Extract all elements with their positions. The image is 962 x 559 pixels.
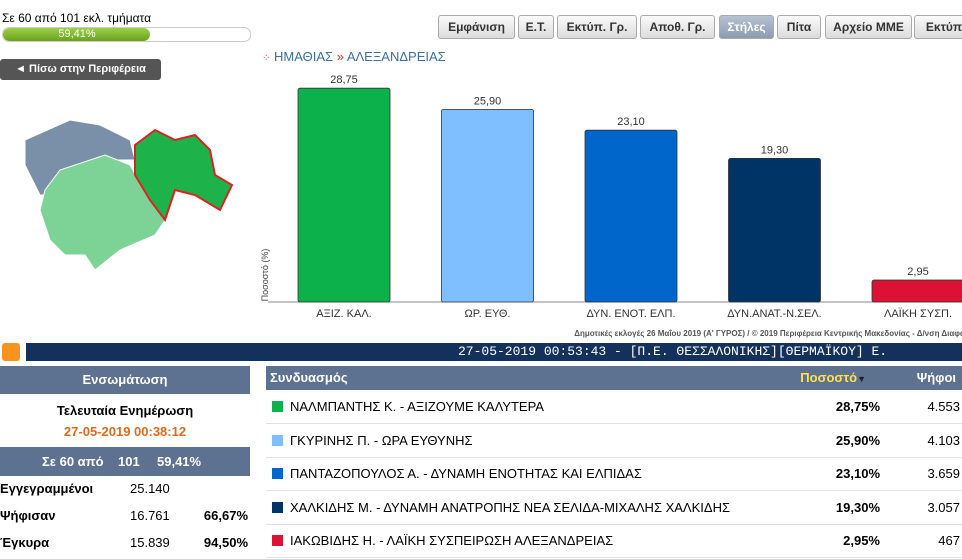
value-label: 25,90 <box>474 95 502 107</box>
breadcrumb-separator: » <box>336 49 344 64</box>
back-button[interactable]: ◄ Πίσω στην Περιφέρεια <box>0 59 161 80</box>
breadcrumb: ⁘ ΗΜΑΘΙΑΣ » ΑΛΕΞΑΝΔΡΕΙΑΣ <box>262 49 446 64</box>
table-row[interactable]: ΓΚΥΡΙΝΗΣ Π. - ΩΡΑ ΕΥΘΥΝΗΣ 25,90% 4.103 <box>266 424 962 458</box>
bar[interactable] <box>871 279 962 303</box>
percent: 28,75% <box>835 399 880 414</box>
value-label: 28,75 <box>330 74 358 86</box>
votes: 4.103 <box>927 432 960 448</box>
toolbar-button[interactable]: Εκτύπ <box>914 15 962 39</box>
party-name: ΙΑΚΩΒΙΔΗΣ Η. - ΛΑΪΚΗ ΣΥΣΠΕΙΡΩΣΗ ΑΛΕΞΑΝΔΡ… <box>290 533 614 548</box>
value-label: 2,95 <box>907 266 928 278</box>
x-tick-label: ΛΑΪΚΗ ΣΥΣΠ. <box>884 308 952 320</box>
party-name: ΧΑΛΚΙΔΗΣ Μ. - ΔΥΝΑΜΗ ΑΝΑΤΡΟΠΗΣ ΝΕΑ ΣΕΛΙΔ… <box>290 499 731 515</box>
party-name: ΓΚΥΡΙΝΗΣ Π. - ΩΡΑ ΕΥΘΥΝΗΣ <box>290 432 473 448</box>
bar[interactable] <box>584 129 678 303</box>
map <box>24 119 234 271</box>
color-swatch <box>272 535 283 546</box>
stat-label: Έγκυρα <box>0 535 50 550</box>
chart: Ποσοστό (%) Δημοτικές εκλογές 26 Μαΐου 2… <box>260 74 962 338</box>
toolbar-button[interactable]: Αποθ. Γρ. <box>640 15 715 39</box>
bar[interactable] <box>728 158 821 303</box>
summary: Σε 60 από 101 59,41% <box>0 447 250 476</box>
party-name: ΝΑΛΜΠΑΝΤΗΣ Κ. - ΑΞΙΖΟΥΜΕ ΚΑΛΥΤΕΡΑ <box>290 399 544 414</box>
summary-text: Σε 60 από <box>42 454 104 469</box>
table-header: Συνδυασμός Ποσοστό▼ Ψήφοι <box>266 366 962 390</box>
x-tick-label: ΑΞΙΖ. ΚΑΛ. <box>316 308 371 320</box>
breadcrumb-region[interactable]: ΗΜΑΘΙΑΣ <box>274 49 334 64</box>
update-time: 27-05-2019 00:38:12 <box>63 424 187 439</box>
table-row[interactable]: ΠΑΝΤΑΖΟΠΟΥΛΟΣ Α. - ΔΥΝΑΜΗ ΕΝΟΤΗΤΑΣ ΚΑΙ Ε… <box>266 457 962 491</box>
votes: 4.553 <box>927 399 960 414</box>
sort-arrow: ▼ <box>857 374 866 384</box>
breadcrumb-municipality: ΑΛΕΞΑΝΔΡΕΙΑΣ <box>346 49 446 64</box>
stat-label: Εγγεγραμμένοι <box>0 481 94 496</box>
summary-total: 101 <box>118 454 140 469</box>
color-swatch <box>272 468 283 479</box>
toolbar-button[interactable]: Αρχείο ΜΜΕ <box>825 15 912 39</box>
color-swatch <box>272 501 283 513</box>
col-header-sorted[interactable]: Ποσοστό▼ <box>800 366 866 391</box>
col-header[interactable]: Ποσοστό <box>800 370 858 385</box>
toolbar-button[interactable]: Ε.Τ. <box>518 15 554 39</box>
table-row[interactable]: ΙΑΚΩΒΙΔΗΣ Η. - ΛΑΪΚΗ ΣΥΣΠΕΙΡΩΣΗ ΑΛΕΞΑΝΔΡ… <box>266 524 962 558</box>
votes: 3.057 <box>927 499 960 515</box>
x-tick-label: ΩΡ. ΕΥΘ. <box>465 308 511 320</box>
stat-label: Ψήφισαν <box>0 508 56 523</box>
table-row[interactable]: ΝΑΛΜΠΑΝΤΗΣ Κ. - ΑΞΙΖΟΥΜΕ ΚΑΛΥΤΕΡΑ 28,75% 4… <box>266 390 962 424</box>
update-label: Τελευταία Ενημέρωση <box>56 403 194 418</box>
progress-fill <box>3 28 150 41</box>
stat-value: 16.761 <box>130 508 170 523</box>
col-header[interactable]: Συνδυασμός <box>270 370 348 385</box>
breadcrumb-icon: ⁘ <box>262 53 271 64</box>
percent: 2,95% <box>843 533 880 548</box>
toolbar-button[interactable]: Εκτύπ. Γρ. <box>557 15 637 39</box>
toolbar-button[interactable]: Στήλες <box>719 15 774 39</box>
percent: 25,90% <box>835 432 880 448</box>
x-tick-label: ΔΥΝ. ΕΝΟΤ. ΕΛΠ. <box>586 308 675 320</box>
color-swatch <box>272 434 283 446</box>
table-row[interactable]: ΧΑΛΚΙΔΗΣ Μ. - ΔΥΝΑΜΗ ΑΝΑΤΡΟΠΗΣ ΝΕΑ ΣΕΛΙΔ… <box>266 491 962 525</box>
credits: Δημοτικές εκλογές 26 Μαΐου 2019 (Α' ΓΥΡΟ… <box>574 329 962 338</box>
party-name: ΠΑΝΤΑΖΟΠΟΥΛΟΣ Α. - ΔΥΝΑΜΗ ΕΝΟΤΗΤΑΣ ΚΑΙ Ε… <box>290 466 642 481</box>
percent: 19,30% <box>835 499 880 515</box>
toolbar-button[interactable]: Πίτα <box>777 15 821 39</box>
toolbar-button[interactable]: Εμφάνιση <box>438 15 515 39</box>
percent: 23,10% <box>835 466 880 481</box>
x-tick-label: ΔΥΝ.ΑΝΑΤ.-Ν.ΣΕΛ. <box>727 308 821 320</box>
progress-bar: 59,41% <box>2 27 251 42</box>
map-region[interactable] <box>39 154 166 271</box>
votes: 467 <box>938 533 960 548</box>
stat-percent: 66,67% <box>203 508 248 523</box>
rss-icon[interactable] <box>2 343 20 361</box>
value-label: 19,30 <box>761 144 789 156</box>
value-label: 23,10 <box>617 116 645 128</box>
stat-value: 25.140 <box>130 481 170 496</box>
ticker: 27-05-2019 00:53:43 - [Π.Ε. ΘΕΣΣΑΛΟΝΙΚΗΣ… <box>26 343 962 361</box>
votes: 3.659 <box>927 466 960 481</box>
map-region[interactable] <box>24 119 136 196</box>
panel-title: Ενσωμάτωση <box>0 366 250 394</box>
stat-percent: 94,50% <box>203 535 248 550</box>
bar[interactable] <box>297 87 391 303</box>
y-axis-label: Ποσοστό (%) <box>260 249 270 302</box>
bar[interactable] <box>441 108 534 303</box>
col-header[interactable]: Ψήφοι <box>916 370 956 385</box>
stat-value: 15.839 <box>130 535 170 550</box>
progress-label: 59,41% <box>58 28 96 40</box>
status: Σε 60 από 101 εκλ. τμήματα <box>2 11 152 25</box>
color-swatch <box>272 401 283 412</box>
map-region-selected[interactable] <box>134 128 234 223</box>
summary-percent: 59,41% <box>157 454 202 469</box>
